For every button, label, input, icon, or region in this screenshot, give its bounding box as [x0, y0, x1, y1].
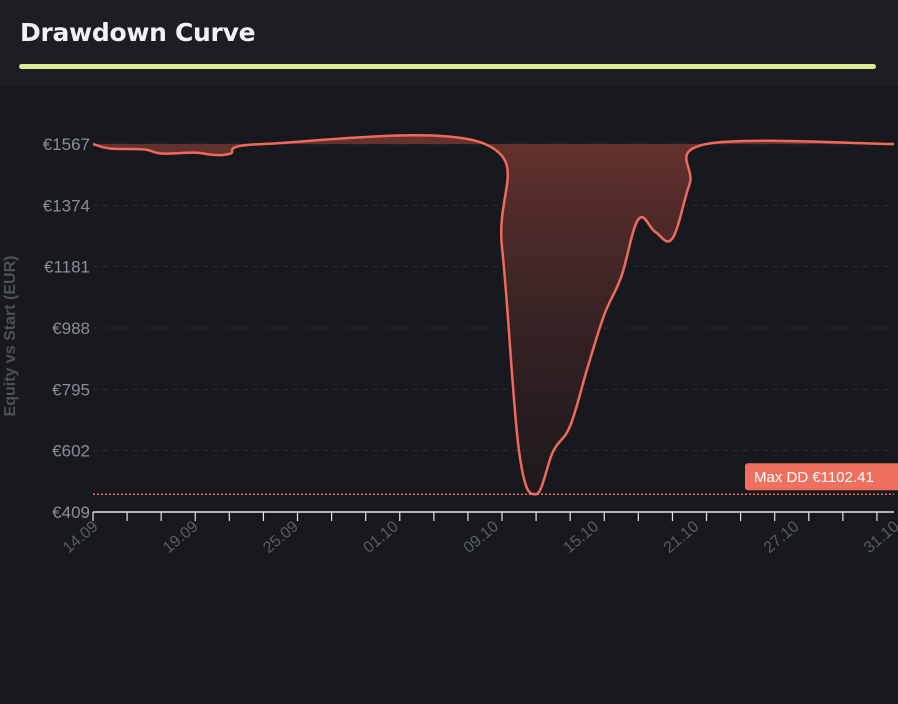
grid: [93, 143, 894, 452]
x-tick-label: 27.10: [761, 518, 803, 557]
y-axis-label: Equity vs Start (EUR): [2, 256, 19, 417]
max-drawdown-badge: Max DD €1102.41: [745, 463, 898, 491]
drawdown-chart: Max DD €1102.41 14.09 19.09 25.09 01.10 09.1…: [2, 134, 898, 557]
x-tick-label: 25.09: [260, 518, 302, 557]
page-title: Drawdown Curve: [20, 18, 256, 47]
x-tick-label: 09.10: [460, 518, 502, 557]
title-accent-bar: [19, 64, 876, 69]
y-tick-label: €1374: [43, 196, 90, 215]
y-tick-label: €602: [52, 442, 90, 461]
y-tick-label: €988: [52, 319, 90, 338]
y-tick-label: €409: [52, 503, 90, 522]
chart-header: Drawdown Curve: [0, 0, 898, 86]
x-tick-label: 31.10: [861, 518, 898, 557]
max-drawdown-label: Max DD €1102.41: [754, 469, 874, 486]
x-axis: 14.09 19.09 25.09 01.10 09.10 15.10 21.10 27.10…: [60, 511, 898, 557]
y-axis: €1567 €1374 €1181 €988 €795 €602 €409: [43, 135, 90, 522]
x-tick-label: 21.10: [661, 518, 703, 557]
y-tick-label: €1181: [44, 258, 90, 277]
x-tick-label: 14.09: [60, 518, 102, 557]
y-tick-label: €795: [52, 380, 90, 399]
x-tick-label: 01.10: [360, 518, 402, 557]
x-tick-label: 15.10: [561, 518, 603, 557]
drawdown-area: [93, 135, 894, 495]
equity-line: [92, 134, 895, 496]
y-tick-label: €1567: [43, 135, 90, 154]
x-tick-label: 19.09: [160, 518, 202, 557]
